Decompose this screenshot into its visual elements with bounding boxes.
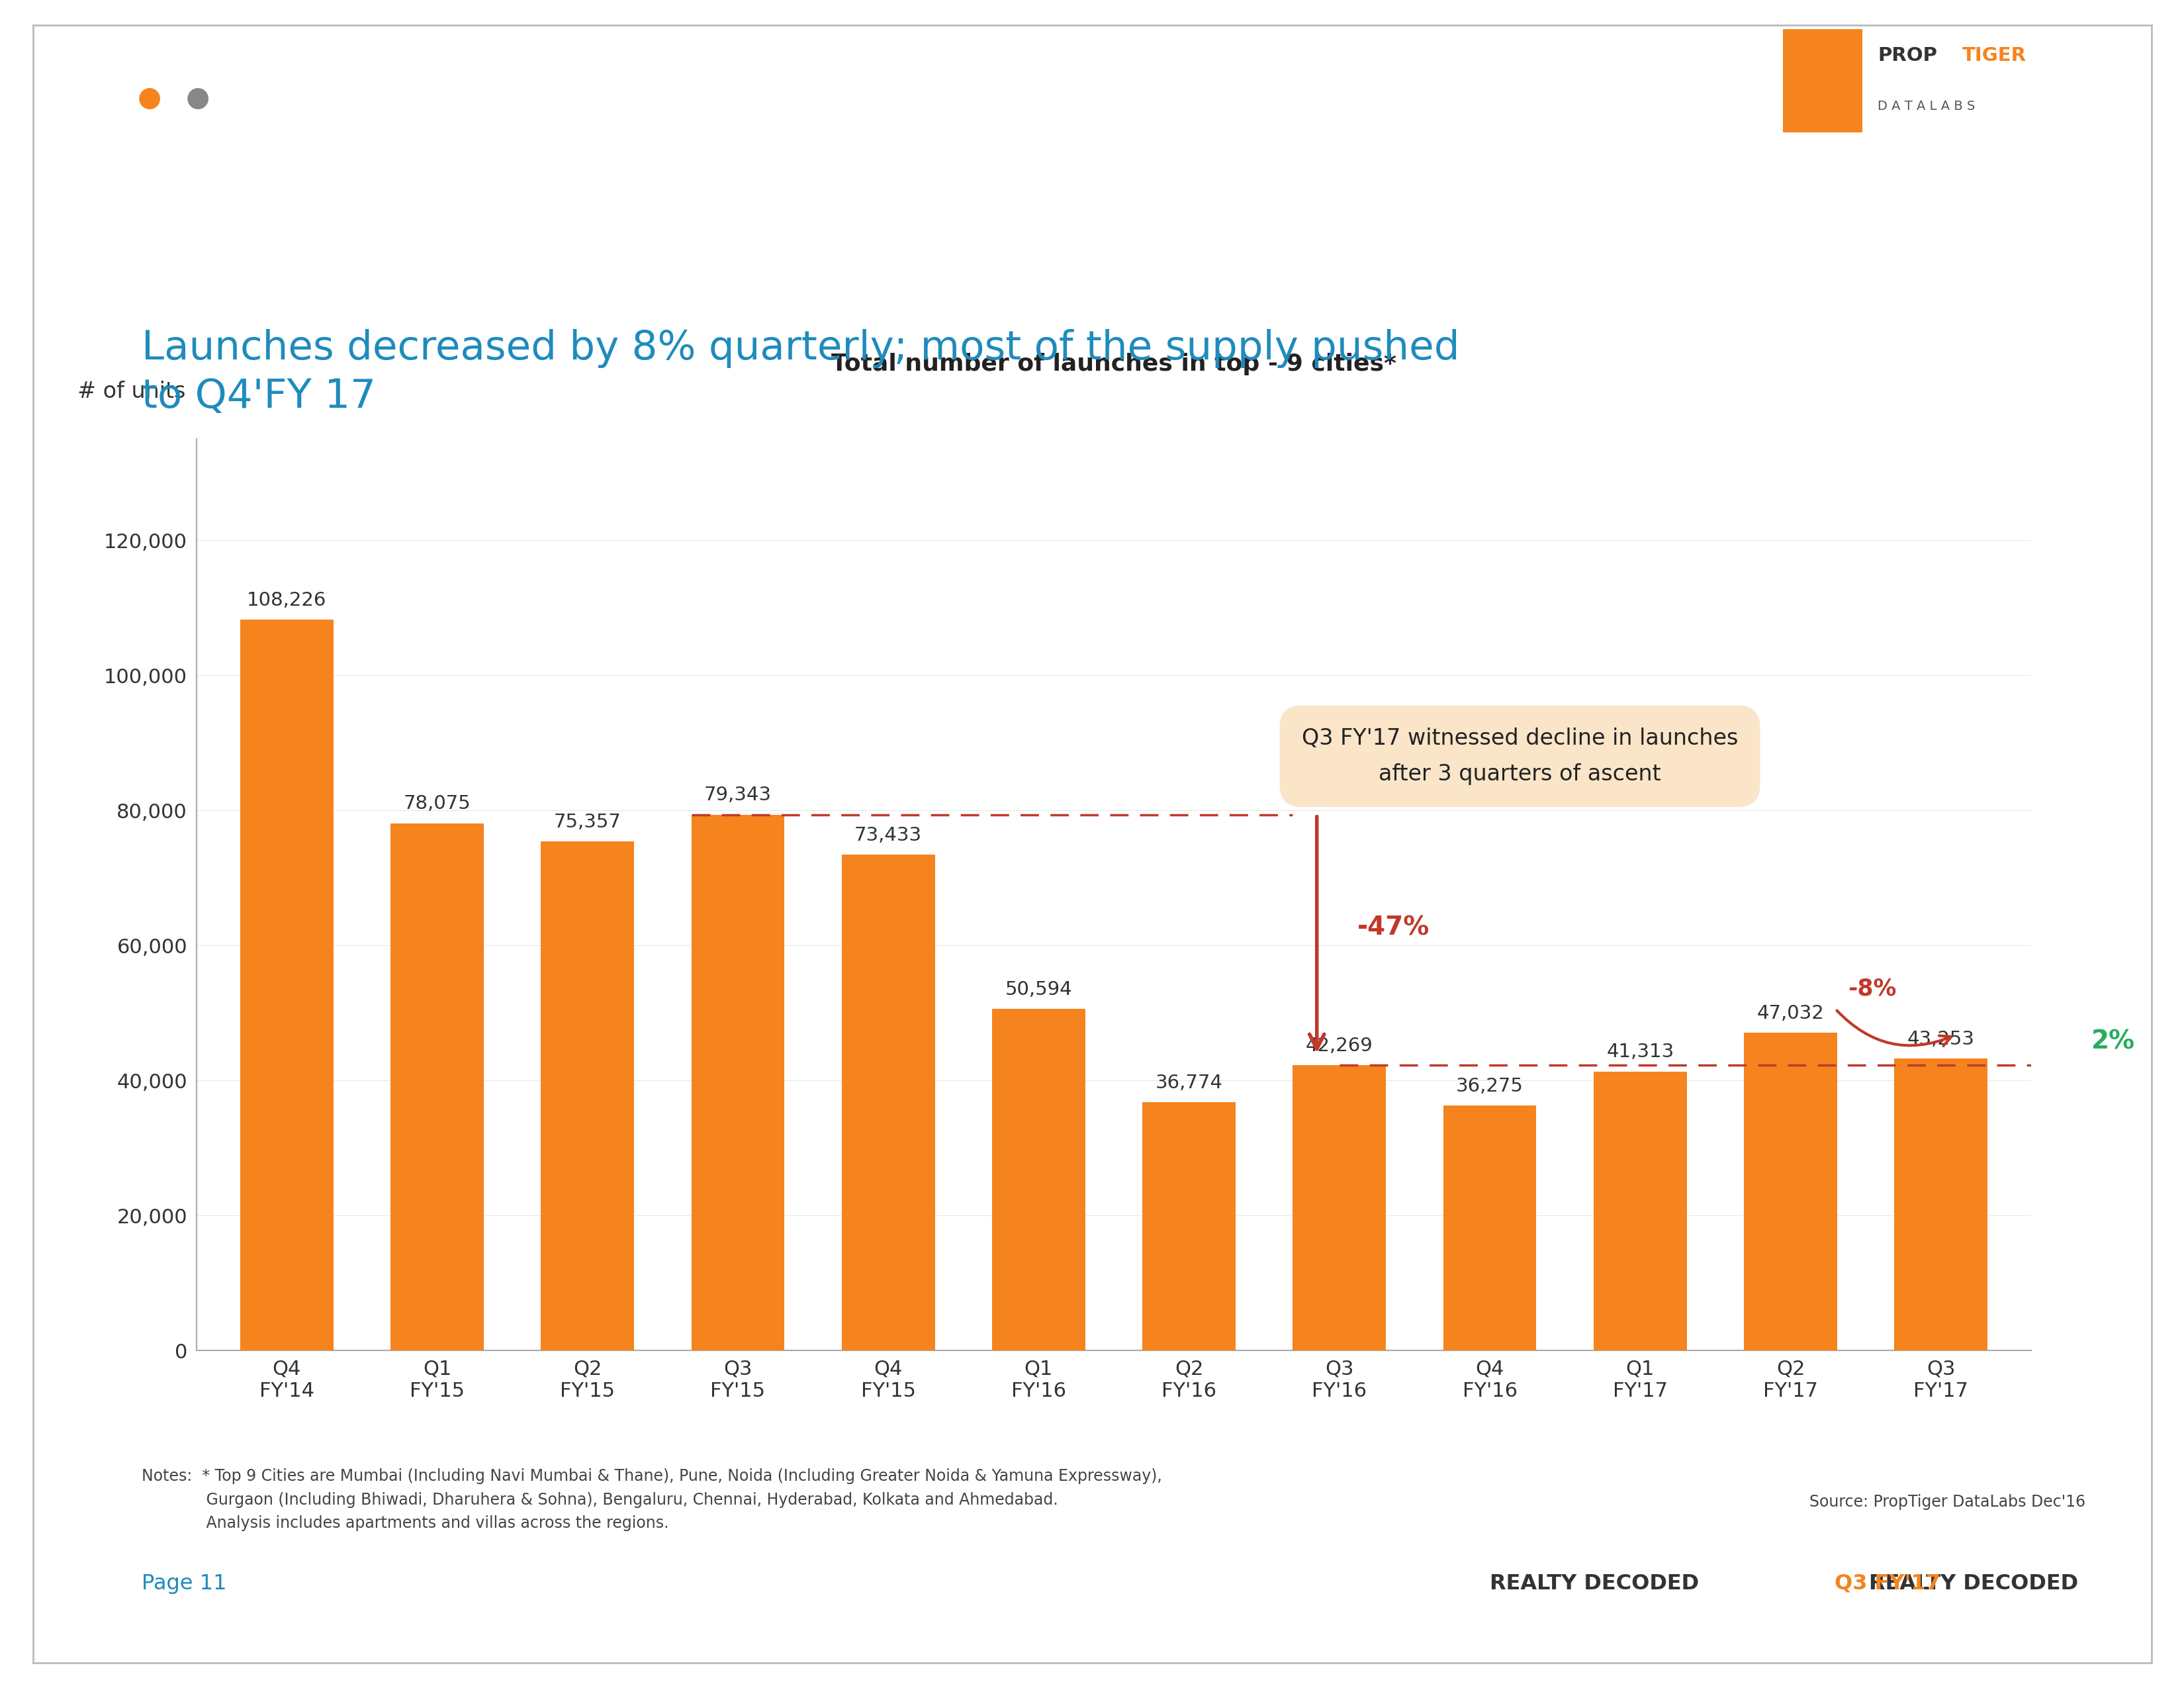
Text: # of units: # of units [76, 380, 186, 402]
Bar [1293, 1065, 1387, 1350]
FancyBboxPatch shape [1782, 29, 1863, 133]
Bar [1142, 1102, 1236, 1350]
Text: D A T A L A B S: D A T A L A B S [1878, 100, 1974, 113]
Bar [391, 824, 485, 1350]
Bar [841, 854, 935, 1350]
Text: Page 11: Page 11 [142, 1573, 227, 1593]
Text: 73,433: 73,433 [854, 825, 922, 844]
Text: 108,226: 108,226 [247, 591, 328, 609]
Text: 47,032: 47,032 [1756, 1004, 1824, 1023]
Text: 36,275: 36,275 [1457, 1077, 1524, 1096]
Text: TIGER: TIGER [1961, 47, 2027, 66]
Text: Q3 FY'17: Q3 FY'17 [1835, 1573, 1939, 1593]
Bar [240, 619, 334, 1350]
Text: REALTY DECODED: REALTY DECODED [1489, 1573, 1699, 1593]
Text: Notes:  * Top 9 Cities are Mumbai (Including Navi Mumbai & Thane), Pune, Noida (: Notes: * Top 9 Cities are Mumbai (Includ… [142, 1469, 1162, 1531]
Text: 79,343: 79,343 [703, 787, 771, 805]
Text: 36,774: 36,774 [1155, 1074, 1223, 1092]
Text: Launches decreased by 8% quarterly; most of the supply pushed
to Q4'FY 17: Launches decreased by 8% quarterly; most… [142, 329, 1459, 417]
Bar [1444, 1106, 1535, 1350]
Text: REALTY DECODED: REALTY DECODED [1870, 1573, 2086, 1593]
Bar [1594, 1072, 1686, 1350]
Bar [1894, 1058, 1987, 1350]
Text: ●: ● [138, 84, 162, 111]
Text: PROP: PROP [1878, 47, 1937, 66]
Text: Source: PropTiger DataLabs Dec'16: Source: PropTiger DataLabs Dec'16 [1811, 1494, 2086, 1509]
Bar [542, 842, 633, 1350]
Text: 78,075: 78,075 [404, 795, 472, 814]
Bar [692, 815, 784, 1350]
Text: 42,269: 42,269 [1306, 1036, 1374, 1055]
Bar [1743, 1033, 1837, 1350]
Text: 75,357: 75,357 [555, 814, 620, 832]
Text: -47%: -47% [1358, 915, 1431, 940]
Text: Total number of launches in top - 9 cities*: Total number of launches in top - 9 citi… [832, 353, 1396, 375]
Bar [992, 1009, 1085, 1350]
Text: 50,594: 50,594 [1005, 981, 1072, 999]
Text: 2%: 2% [2092, 1030, 2136, 1053]
Text: 41,313: 41,313 [1605, 1043, 1673, 1062]
Text: -8%: -8% [1848, 977, 1896, 1001]
Text: ●: ● [186, 84, 210, 111]
Text: Q3 FY'17 witnessed decline in launches
after 3 quarters of ascent: Q3 FY'17 witnessed decline in launches a… [1302, 728, 1738, 785]
Text: 43,253: 43,253 [1907, 1030, 1974, 1048]
